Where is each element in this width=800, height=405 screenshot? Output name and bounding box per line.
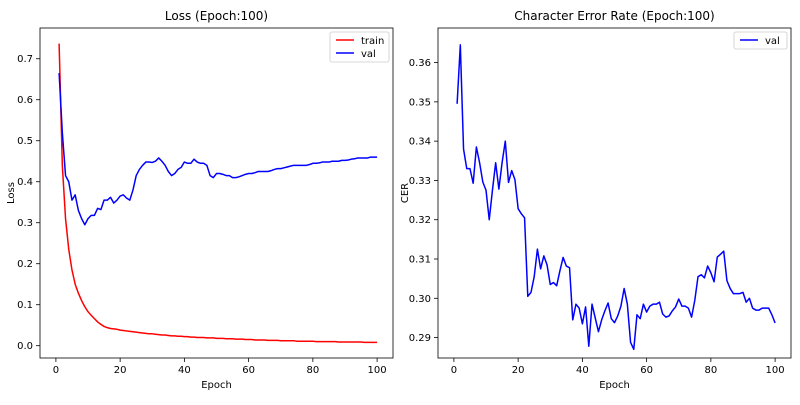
cer-legend-frame: [733, 31, 788, 50]
loss-chart-title: Loss (Epoch:100): [165, 9, 268, 23]
loss-x-tick-label: 60: [242, 365, 255, 376]
loss-y-tick-label: 0.3: [17, 218, 33, 229]
cer-y-tick-label: 0.35: [409, 97, 431, 108]
loss-y-tick-label: 0.5: [17, 136, 33, 147]
loss-x-tick-label: 100: [368, 365, 387, 376]
loss-y-axis-label: Loss: [6, 182, 17, 204]
cer-y-tick-label: 0.34: [409, 137, 431, 148]
loss-y-tick-label: 0.1: [17, 300, 33, 311]
cer-y-tick-label: 0.30: [409, 294, 431, 305]
cer-y-tick-label: 0.31: [409, 255, 431, 266]
cer-y-axis-label: CER: [400, 183, 411, 203]
loss-x-tick-label: 80: [306, 365, 319, 376]
loss-chart-panel: Loss (Epoch:100) 0 20 40 60 80 100 0.0 0.1 0.2 0…: [6, 9, 394, 391]
cer-chart-panel: Character Error Rate (Epoch:100) 0 20 40 60…: [400, 9, 792, 391]
loss-y-tick-label: 0.6: [17, 95, 33, 106]
loss-series-line-train: [58, 43, 378, 344]
loss-x-tick-label: 0: [53, 365, 59, 376]
cer-x-axis-label: Epoch: [599, 380, 630, 391]
loss-y-tick-label: 0.7: [17, 54, 33, 65]
cer-chart-title: Character Error Rate (Epoch:100): [514, 9, 715, 23]
loss-plot-frame: [39, 27, 394, 359]
loss-series-line-val: [58, 73, 378, 226]
cer-series-line-val: [456, 44, 776, 351]
cer-plot-frame: [437, 27, 792, 359]
loss-y-tick-label: 0.4: [17, 177, 33, 188]
cer-x-tick-label: 20: [512, 365, 525, 376]
cer-y-tick-label: 0.33: [409, 176, 431, 187]
cer-x-tick-label: 80: [704, 365, 717, 376]
legend-val-label: val: [361, 49, 376, 60]
loss-y-tick-label: 0.2: [17, 259, 33, 270]
cer-legend: val: [733, 31, 788, 50]
cer-x-tick-label: 60: [640, 365, 653, 376]
loss-legend: train val: [329, 31, 390, 63]
cer-x-tick-label: 100: [766, 365, 785, 376]
cer-x-tick-label: 0: [451, 365, 457, 376]
cer-y-tick-label: 0.32: [409, 215, 431, 226]
loss-x-axis-label: Epoch: [201, 380, 232, 391]
loss-x-tick-label: 40: [178, 365, 191, 376]
legend-train-label: train: [361, 36, 384, 47]
cer-y-tick-label: 0.29: [409, 333, 431, 344]
loss-x-tick-label: 20: [114, 365, 127, 376]
cer-x-tick-label: 40: [576, 365, 589, 376]
legend-cer-val-label: val: [765, 36, 780, 47]
cer-y-tick-label: 0.36: [409, 58, 431, 69]
loss-y-tick-label: 0.0: [17, 341, 33, 352]
